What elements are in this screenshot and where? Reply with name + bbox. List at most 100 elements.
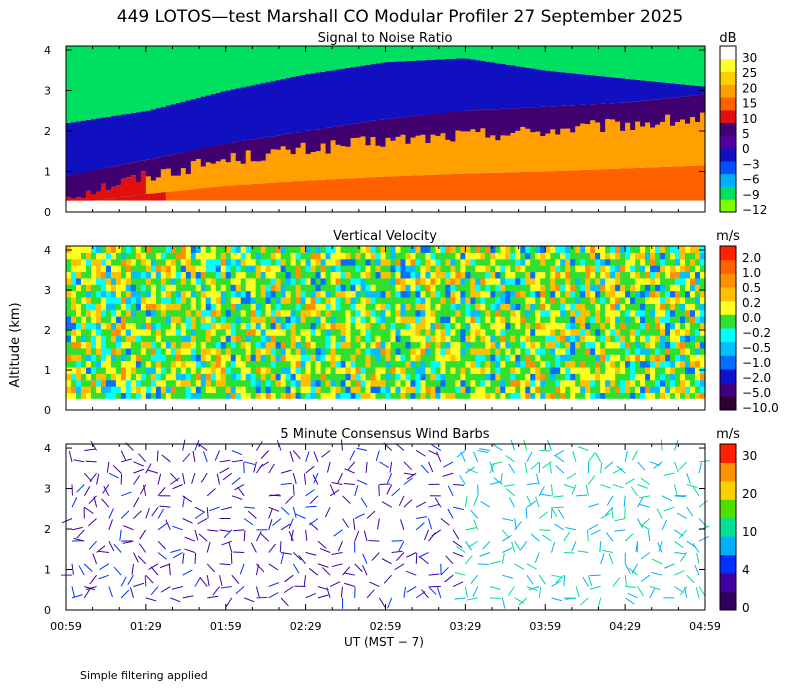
snr-cell [335, 200, 342, 212]
velocity-cell [120, 341, 127, 349]
velocity-cell [400, 296, 407, 304]
wind-barb [268, 582, 280, 587]
velocity-cell [235, 290, 242, 298]
wind-barb [198, 443, 208, 451]
velocity-cell [675, 360, 681, 368]
velocity-cell [80, 347, 87, 355]
wind-barb [631, 563, 638, 574]
velocity-cell [435, 290, 442, 298]
velocity-cell [290, 303, 297, 311]
snr-cell [145, 176, 152, 194]
velocity-cell [615, 246, 621, 253]
wind-barb [360, 497, 368, 508]
velocity-cell [140, 392, 147, 400]
snr-cell [555, 200, 561, 212]
snr-cell [160, 192, 167, 201]
velocity-cell [135, 277, 142, 285]
velocity-cell [115, 265, 122, 273]
snr-cell [640, 100, 646, 127]
velocity-cell [205, 373, 212, 381]
velocity-cell [455, 265, 461, 273]
velocity-cell [450, 366, 456, 374]
wind-barb [313, 451, 319, 462]
snr-cell [370, 46, 377, 65]
velocity-cell [625, 271, 631, 279]
snr-cell [485, 46, 491, 62]
velocity-cell [680, 373, 686, 381]
snr-cell [495, 63, 501, 110]
velocity-cell [350, 309, 357, 317]
velocity-cell [475, 277, 481, 285]
snr-cell [245, 150, 252, 185]
colorbar-tick-label: 30 [742, 449, 757, 463]
snr-cell [520, 67, 526, 108]
velocity-cell [615, 252, 621, 260]
velocity-cell [615, 328, 621, 336]
velocity-cell [360, 290, 367, 298]
velocity-cell [420, 379, 427, 387]
velocity-cell [160, 341, 167, 349]
velocity-cell [430, 309, 437, 317]
snr-cell [455, 111, 461, 131]
velocity-cell [280, 284, 287, 292]
velocity-cell [520, 360, 526, 368]
velocity-cell [380, 252, 387, 260]
velocity-cell [360, 296, 367, 304]
velocity-cell [600, 258, 606, 266]
velocity-cell [475, 271, 481, 279]
snr-cell [115, 115, 122, 166]
wind-barb [431, 529, 442, 537]
velocity-cell [675, 347, 681, 355]
velocity-cell [260, 252, 267, 260]
velocity-cell [360, 366, 367, 374]
velocity-cell [700, 373, 706, 381]
velocity-cell [75, 392, 82, 400]
velocity-cell [225, 322, 232, 330]
velocity-cell [580, 360, 586, 368]
velocity-cell [75, 271, 82, 279]
velocity-cell [130, 386, 137, 394]
velocity-cell [185, 277, 192, 285]
velocity-cell [225, 335, 232, 343]
velocity-cell [670, 303, 676, 311]
wind-barb [71, 586, 76, 598]
velocity-cell [245, 341, 252, 349]
velocity-cell [530, 366, 536, 374]
wind-barb [194, 576, 202, 587]
velocity-cell [235, 386, 242, 394]
snr-cell [125, 113, 132, 164]
velocity-cell [285, 328, 292, 336]
wind-barb [247, 510, 257, 519]
velocity-cell [240, 366, 247, 374]
snr-cell [450, 141, 456, 174]
velocity-cell [465, 386, 471, 394]
snr-cell [300, 131, 307, 143]
velocity-cell [575, 252, 581, 260]
snr-cell [355, 137, 362, 178]
velocity-cell [410, 309, 417, 317]
velocity-cell [650, 366, 656, 374]
velocity-cell [440, 309, 447, 317]
velocity-cell [385, 335, 392, 343]
snr-cell [195, 200, 202, 212]
velocity-cell [260, 258, 267, 266]
snr-cell [70, 122, 77, 175]
wind-barb [182, 496, 186, 508]
velocity-cell [165, 277, 172, 285]
velocity-cell [300, 252, 307, 260]
snr-cell [680, 46, 686, 85]
velocity-cell [400, 290, 407, 298]
velocity-cell [580, 309, 586, 317]
velocity-cell [500, 373, 506, 381]
velocity-cell [430, 290, 437, 298]
colorbar-segment [720, 135, 736, 149]
velocity-cell [100, 258, 107, 266]
velocity-cell [265, 316, 272, 323]
snr-cell [305, 130, 312, 154]
snr-cell [565, 200, 571, 212]
wind-barb [127, 574, 134, 585]
x-tick-label: 02:29 [290, 620, 322, 633]
velocity-cell [380, 277, 387, 285]
snr-cell [655, 167, 661, 201]
velocity-cell [675, 366, 681, 374]
